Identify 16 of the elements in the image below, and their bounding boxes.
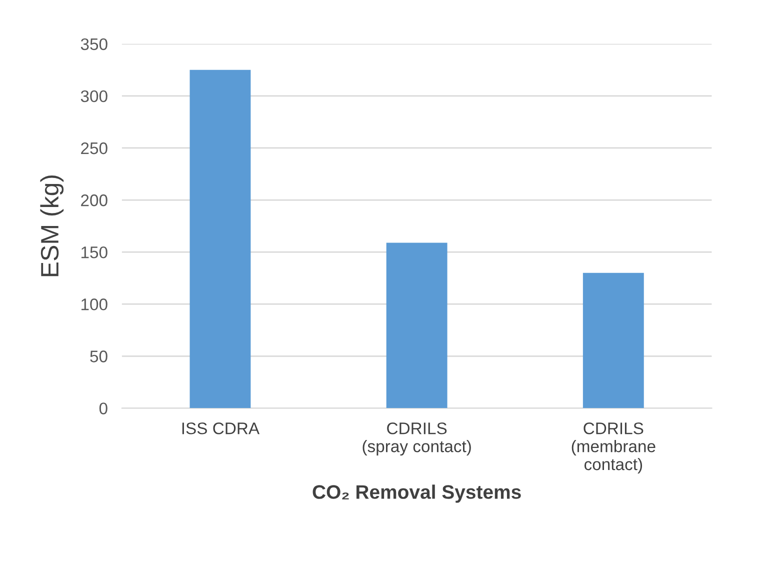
bar: [386, 242, 448, 408]
x-tick-label: CDRILS (membrane contact): [572, 422, 656, 474]
y-axis-title: ESM (kg): [40, 176, 64, 276]
y-tick-label: 200: [81, 194, 108, 206]
y-tick-label: 0: [99, 402, 108, 414]
y-tick-label: 50: [90, 350, 108, 362]
bar: [190, 70, 251, 408]
y-tick-label: 300: [80, 90, 108, 102]
y-tick-label: 250: [81, 142, 108, 154]
x-tick-label: CDRILS (spray contact): [362, 422, 471, 456]
x-axis-title: CO₂ Removal Systems: [312, 484, 521, 503]
y-tick-label: 100: [81, 298, 108, 310]
bar: [582, 272, 644, 408]
y-tick-label: 150: [81, 246, 108, 258]
y-tick-label: 350: [80, 38, 108, 50]
x-tick-label: ISS CDRA: [182, 422, 260, 434]
